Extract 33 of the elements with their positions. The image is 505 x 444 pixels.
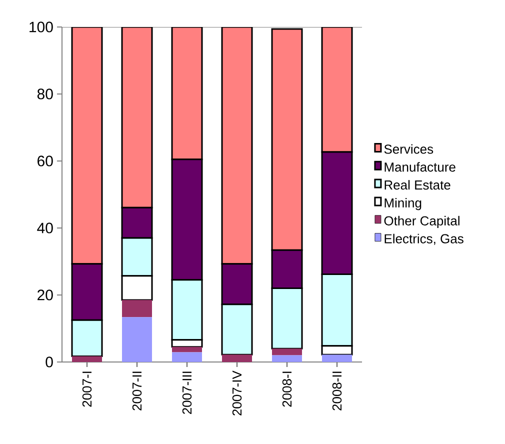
bar (171, 26, 203, 160)
bar (172, 346, 202, 352)
legend-label: Electrics, Gas (384, 234, 464, 245)
bar (272, 355, 302, 362)
y-tick-label: 60 (38, 156, 53, 166)
x-tick-label: 2008-I (282, 372, 292, 407)
x-tick-label: 2007-IV (232, 370, 242, 416)
bar (71, 26, 103, 265)
bar (172, 352, 202, 362)
bar (321, 26, 353, 153)
y-tick-label: 80 (37, 88, 53, 100)
bar (122, 300, 152, 318)
bar (122, 317, 152, 362)
bar (271, 28, 303, 251)
legend-label: Other Capital (384, 216, 460, 228)
x-tick-label: 2008-II (332, 372, 342, 410)
legend-label: Services (384, 144, 434, 154)
legend-label: Real Estate (384, 180, 450, 190)
y-tick-label: 100 (30, 22, 53, 32)
bar (222, 354, 252, 362)
y-tick-label: 20 (38, 290, 53, 300)
bar (121, 26, 153, 208)
bar (221, 26, 253, 265)
legend-label: Manufacture (384, 162, 456, 172)
x-tick-label: 2007-I (82, 372, 92, 407)
x-tick-label: 2007-II (132, 372, 142, 410)
bar (322, 354, 352, 362)
legend-label: Mining (384, 198, 422, 210)
bar (72, 356, 102, 362)
y-tick-label: 0 (46, 356, 53, 368)
bar (272, 348, 302, 356)
y-tick-label: 40 (37, 222, 53, 234)
x-tick-label: 2007-III (182, 372, 192, 414)
